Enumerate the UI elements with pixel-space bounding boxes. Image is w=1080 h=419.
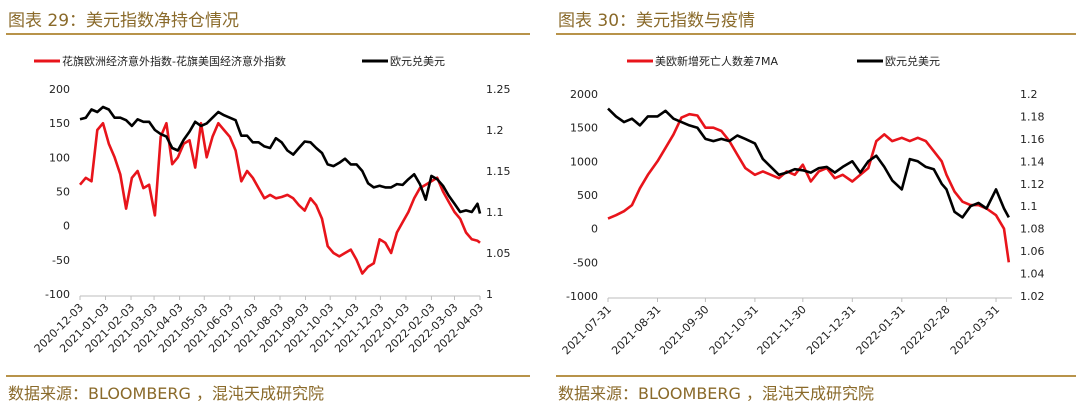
- title-rule-right: [556, 33, 1076, 35]
- x-tick-label: 2021-10-31: [707, 303, 761, 357]
- y-left-tick-label: 500: [577, 189, 598, 202]
- x-tick-label: 2021-12-31: [804, 303, 858, 357]
- y-left-tick-label: 1000: [570, 155, 598, 168]
- y-left-tick-label: -50: [52, 254, 70, 267]
- y-left-tick-label: 100: [49, 151, 70, 164]
- y-right-tick-label: 1.14: [1020, 155, 1045, 168]
- y-right-tick-label: 1.08: [1020, 223, 1045, 236]
- x-tick-label: 2021-08-31: [609, 303, 663, 357]
- y-right-tick-label: 1.1: [486, 206, 504, 219]
- chart-title-left: 图表 29：美元指数净持仓情况: [8, 11, 240, 31]
- chart-title-right: 图表 30：美元指数与疫情: [558, 11, 756, 31]
- title-rule-left: [6, 33, 530, 35]
- source-note-left: 数据来源：BLOOMBERG ，混沌天成研究院: [8, 384, 325, 403]
- y-left-tick-label: -100: [45, 288, 70, 301]
- y-right-tick-label: 1.06: [1020, 245, 1045, 258]
- source-rule-right: [556, 375, 1076, 377]
- y-right-tick-label: 1.04: [1020, 268, 1045, 281]
- y-right-tick-label: 1.15: [486, 165, 511, 178]
- y-right-tick-label: 1.1: [1020, 200, 1038, 213]
- x-tick-label: 2021-09-30: [657, 303, 711, 357]
- x-tick-label: 2021-11-30: [755, 303, 809, 357]
- series-line-red: [607, 112, 1011, 263]
- y-right-tick-label: 1: [486, 288, 493, 301]
- legend-label: 花旗欧洲经济意外指数-花旗美国经济意外指数: [62, 54, 286, 68]
- y-left-tick-label: 0: [63, 220, 70, 233]
- y-right-tick-label: 1.16: [1020, 133, 1045, 146]
- y-right-tick-label: 1.25: [486, 83, 511, 96]
- series-line-black: [607, 107, 1010, 219]
- y-left-tick-label: 200: [49, 83, 70, 96]
- source-note-right: 数据来源：BLOOMBERG ，混沌天成研究院: [558, 384, 875, 403]
- legend-label: 欧元兑美元: [885, 54, 940, 68]
- chart-svg-left: 200150100500-50-1001.251.21.151.11.05120…: [32, 54, 511, 355]
- y-left-tick-label: 2000: [570, 88, 598, 101]
- legend-label: 美欧新增死亡人数差7MA: [655, 54, 778, 68]
- y-right-tick-label: 1.18: [1020, 110, 1045, 123]
- y-right-tick-label: 1.02: [1020, 290, 1045, 303]
- legend-label: 欧元兑美元: [390, 54, 445, 68]
- x-tick-label: 2022-03-31: [948, 303, 1002, 357]
- chart-svg-right: 2000 1500 1000 500 0 -500 -1000 1.2 1.18 1.16 1.14…: [560, 54, 1045, 357]
- y-left-tick-label: -1000: [566, 290, 598, 303]
- y-left-tick-label: 50: [56, 186, 70, 199]
- y-left-tick-label: -500: [573, 256, 598, 269]
- y-right-tick-label: 1.12: [1020, 178, 1045, 191]
- y-right-tick-label: 1.05: [486, 247, 511, 260]
- chart-panel-right: 图表 30：美元指数与疫情 2000 1500 1000 500 0 -500 -1000 1…: [550, 0, 1080, 419]
- y-right-tick-label: 1.2: [1020, 88, 1038, 101]
- series-line-red: [79, 121, 481, 275]
- series-line-black: [79, 105, 482, 214]
- y-left-tick-label: 150: [49, 117, 70, 130]
- y-right-tick-label: 1.2: [486, 124, 504, 137]
- x-tick-label: 2021-07-31: [560, 303, 614, 357]
- y-left-tick-label: 0: [591, 223, 598, 236]
- chart-panel-left: 图表 29：美元指数净持仓情况 200 150 100 50 0 -50 -100 1.25 1…: [6, 11, 530, 403]
- source-rule-left: [6, 375, 530, 377]
- y-left-tick-label: 1500: [570, 122, 598, 135]
